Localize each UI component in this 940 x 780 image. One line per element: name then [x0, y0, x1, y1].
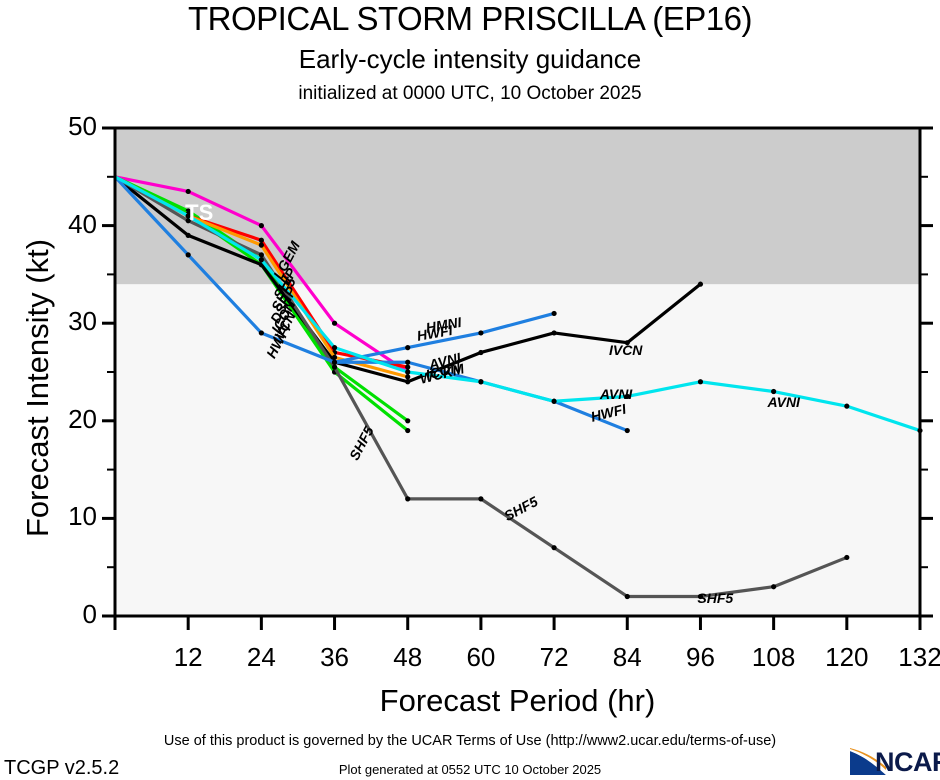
y-tick-label: 20: [68, 403, 97, 434]
series-label-shf5: SHF5: [697, 590, 734, 607]
x-tick-label: 120: [825, 642, 869, 672]
x-tick-label: 96: [685, 642, 715, 672]
ncar-swoosh-icon: [850, 748, 886, 775]
y-tick-label: 10: [68, 501, 97, 532]
series-label-ivcn: IVCN: [608, 341, 643, 358]
x-tick-label: 72: [539, 642, 569, 672]
x-tick-label: 48: [393, 642, 423, 672]
ncar-logo-text: NCAR: [875, 747, 940, 777]
x-tick-label: 60: [466, 642, 496, 672]
y-tick-label: 50: [68, 111, 97, 141]
x-tick-label: 84: [612, 642, 642, 672]
y-tick-label: 0: [82, 599, 97, 629]
chart-initialized-time: initialized at 0000 UTC, 10 October 2025: [298, 83, 642, 104]
page-title: TROPICAL STORM PRISCILLA (EP16): [188, 0, 753, 37]
ts-band-label: TS: [185, 199, 214, 225]
terms-of-use-text: Use of this product is governed by the U…: [163, 733, 777, 749]
y-tick-label: 30: [68, 306, 97, 337]
tcgp-version-text: TCGP v2.5.2: [4, 757, 120, 779]
x-tick-label: 108: [751, 642, 796, 672]
ncar-logo: NCAR: [848, 747, 940, 778]
x-tick-label: 24: [246, 642, 276, 672]
x-tick-label: 36: [320, 642, 349, 672]
y-tick-label: 40: [68, 208, 97, 239]
series-label-avni: AVNI: [599, 386, 633, 403]
x-tick-label: 132: [898, 642, 940, 672]
x-axis-label: Forecast Period (hr): [379, 683, 656, 718]
plot-generated-text: Plot generated at 0552 UTC 10 October 20…: [338, 762, 602, 777]
chart-subtitle: Early-cycle intensity guidance: [298, 44, 642, 74]
x-tick-label: 12: [173, 642, 203, 672]
series-label-avni: AVNI: [767, 394, 800, 411]
